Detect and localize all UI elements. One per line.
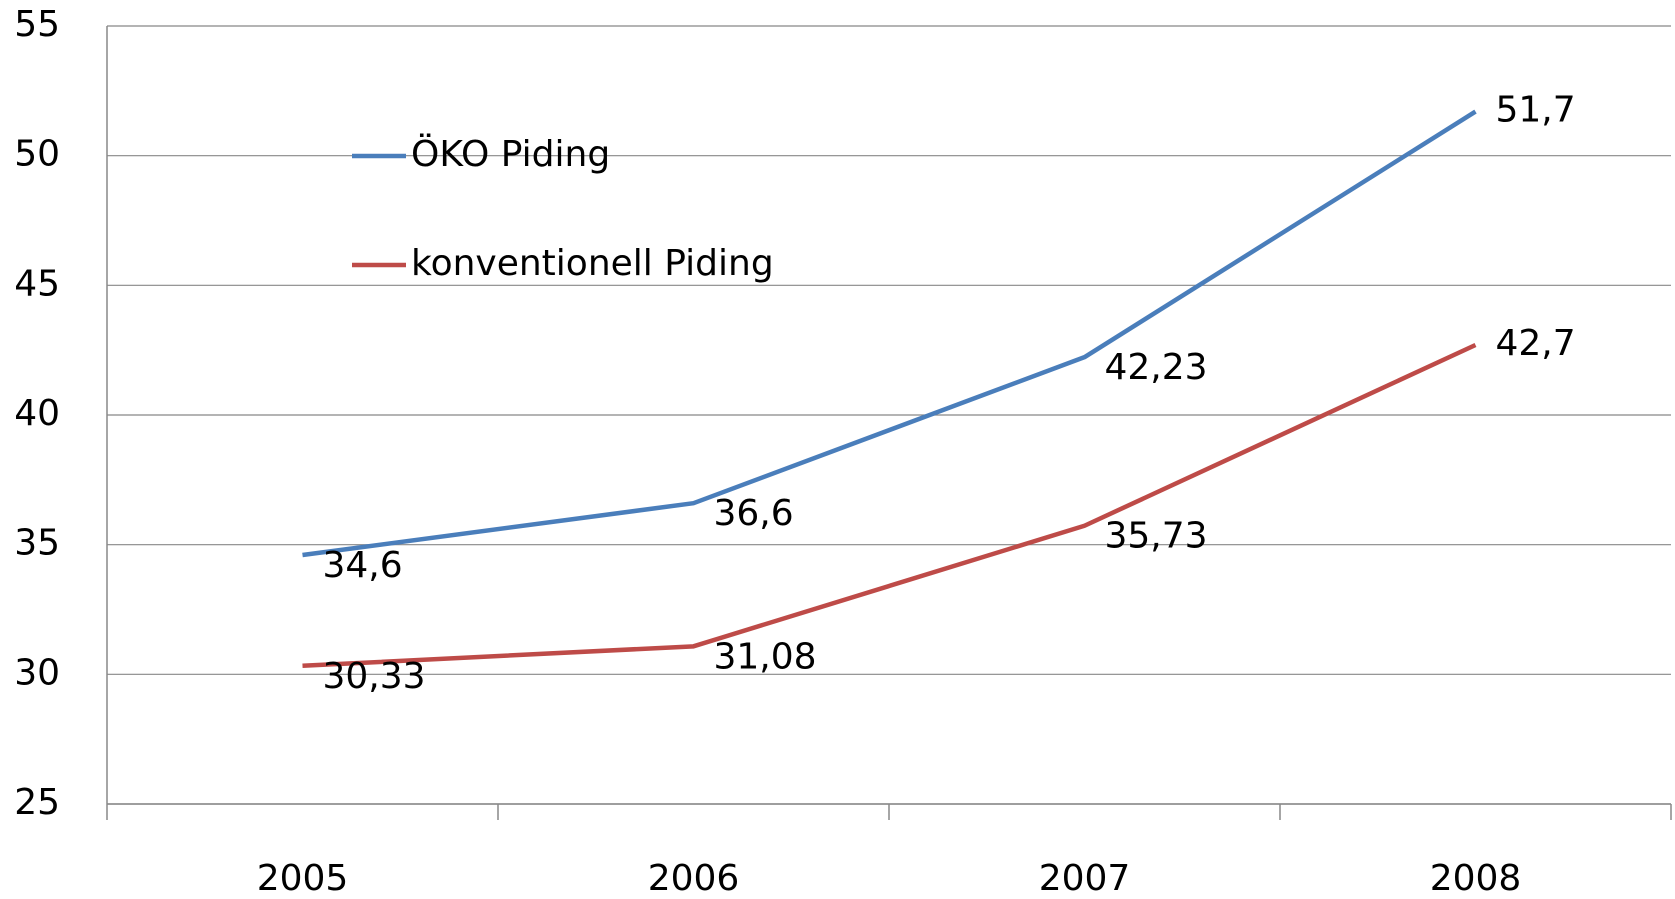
data-label: 36,6 <box>714 493 794 534</box>
y-tick-label: 55 <box>14 4 60 45</box>
data-label: 34,6 <box>323 545 403 586</box>
data-label: 31,08 <box>714 636 817 677</box>
data-label: 42,23 <box>1105 347 1208 388</box>
x-tick-label: 2005 <box>257 858 349 899</box>
legend-label: ÖKO Piding <box>411 133 610 175</box>
y-tick-label: 45 <box>14 263 60 304</box>
data-label: 30,33 <box>323 656 426 697</box>
y-tick-label: 35 <box>14 523 60 564</box>
x-tick-label: 2008 <box>1430 858 1522 899</box>
y-tick-label: 50 <box>14 134 60 175</box>
data-label: 51,7 <box>1496 90 1576 131</box>
data-label: 42,7 <box>1496 323 1576 364</box>
x-tick-label: 2006 <box>648 858 740 899</box>
legend-label: konventionell Piding <box>411 243 774 284</box>
y-tick-label: 25 <box>14 782 60 823</box>
series-line <box>302 109 1477 558</box>
y-tick-label: 40 <box>14 393 60 434</box>
data-label: 35,73 <box>1105 516 1208 557</box>
y-tick-label: 30 <box>14 652 60 693</box>
x-tick-label: 2007 <box>1039 858 1131 899</box>
series-line <box>302 342 1477 669</box>
